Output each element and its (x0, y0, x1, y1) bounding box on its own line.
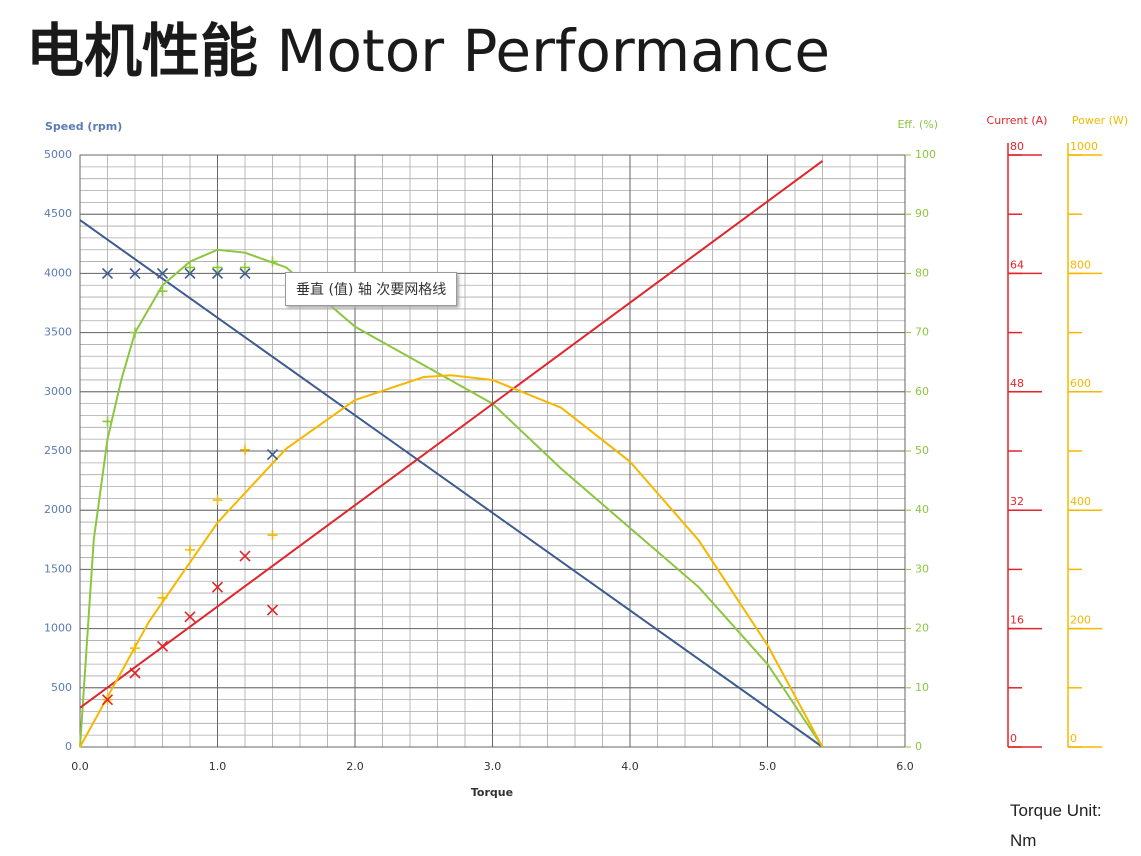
x-axis-label: Torque (471, 786, 513, 799)
y2-tick-label: 90 (915, 207, 929, 220)
data-point (101, 694, 114, 706)
x-tick-label: 1.0 (209, 760, 227, 773)
series-line (79, 248, 824, 748)
y2-tick-label: 30 (915, 562, 929, 575)
data-point (267, 256, 278, 267)
data-point (129, 667, 141, 679)
data-point (129, 267, 141, 279)
title-en: Motor Performance (276, 17, 831, 85)
y-tick-label: 0 (65, 740, 72, 753)
y3-tick-label: 0 (1010, 732, 1017, 745)
y2-axis-label: Eff. (%) (897, 118, 938, 131)
y2-tick-label: 40 (915, 503, 929, 516)
data-point (185, 262, 195, 273)
data-point (184, 611, 196, 623)
y2-tick-label: 60 (915, 385, 929, 398)
unit-note: Torque Unit: Nm (1010, 801, 1102, 850)
data-point (184, 267, 196, 279)
x-tick-label: 6.0 (896, 760, 914, 773)
series-line (79, 160, 824, 709)
x-tick-label: 4.0 (621, 760, 639, 773)
data-point (240, 262, 250, 273)
y2-tick-label: 70 (915, 326, 929, 339)
y4-tick-label: 400 (1070, 495, 1091, 508)
data-point (130, 643, 140, 654)
data-point (211, 267, 224, 279)
y2-tick-label: 0 (915, 740, 922, 753)
y-tick-label: 500 (51, 681, 72, 694)
y-tick-label: 2000 (44, 503, 72, 516)
data-point (212, 495, 223, 506)
data-point (239, 550, 251, 562)
y4-axis-label: Power (W) (1072, 114, 1128, 127)
y-tick-label: 4000 (44, 266, 72, 279)
data-point (102, 416, 113, 427)
y2-tick-label: 10 (915, 681, 929, 694)
data-point (101, 267, 114, 279)
data-point (156, 267, 169, 279)
tooltip: 垂直 (值) 轴 次要网格线 (285, 272, 458, 306)
y-tick-label: 3500 (44, 326, 72, 339)
y3-tick-label: 48 (1010, 377, 1024, 390)
data-point (156, 640, 169, 652)
y4-tick-label: 200 (1070, 614, 1091, 627)
data-point (266, 604, 279, 616)
y2-tick-label: 100 (915, 148, 936, 161)
y3-tick-label: 80 (1010, 140, 1024, 153)
data-point (239, 267, 251, 279)
y3-tick-label: 16 (1010, 614, 1024, 627)
y-tick-label: 3000 (44, 385, 72, 398)
data-point (157, 592, 168, 603)
y4-tick-label: 600 (1070, 377, 1091, 390)
y2-tick-label: 80 (915, 266, 929, 279)
series-line (79, 219, 824, 748)
y-axis-label: Speed (rpm) (45, 120, 122, 133)
x-tick-label: 0.0 (71, 760, 89, 773)
title: 电机性能 Motor Performance (26, 4, 830, 88)
y3-axis-label: Current (A) (987, 114, 1048, 127)
y-tick-label: 4500 (44, 207, 72, 220)
data-point (185, 544, 195, 555)
data-point (267, 530, 278, 541)
y-tick-label: 2500 (44, 444, 72, 457)
y4-tick-label: 1000 (1070, 140, 1098, 153)
y4-tick-label: 800 (1070, 258, 1091, 271)
y3-tick-label: 64 (1010, 258, 1024, 271)
y2-tick-label: 20 (915, 622, 929, 635)
y-tick-label: 1500 (44, 562, 72, 575)
y4-tick-label: 0 (1070, 732, 1077, 745)
data-point (130, 327, 140, 338)
series-line (79, 374, 824, 748)
x-tick-label: 2.0 (346, 760, 364, 773)
data-point (157, 286, 168, 297)
title-cn: 电机性能 (26, 17, 259, 85)
x-tick-label: 3.0 (484, 760, 502, 773)
y2-tick-label: 50 (915, 444, 929, 457)
data-point (240, 444, 250, 455)
data-point (266, 448, 279, 461)
data-point (211, 581, 224, 593)
y3-tick-label: 32 (1010, 495, 1024, 508)
data-point (212, 262, 223, 273)
x-tick-label: 5.0 (759, 760, 777, 773)
y-tick-label: 5000 (44, 148, 72, 161)
y-tick-label: 1000 (44, 622, 72, 635)
